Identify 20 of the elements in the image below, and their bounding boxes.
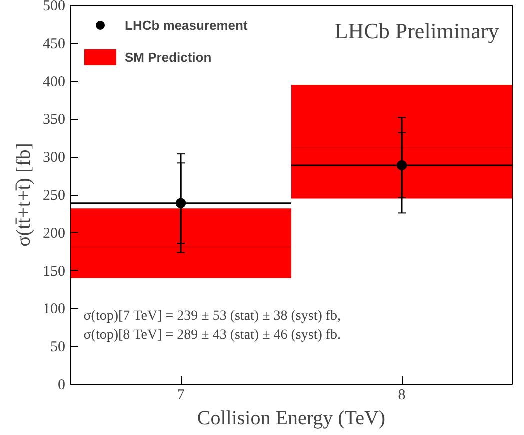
legend-label: LHCb measurement bbox=[125, 18, 248, 32]
y-tick-label: 100 bbox=[43, 302, 66, 318]
y-tick-label: 400 bbox=[43, 74, 66, 90]
annotation: LHCb Preliminary bbox=[334, 18, 500, 44]
annotation: σ(top)[7 TeV] = 239 ± 53 (stat) ± 38 (syst) fb, bbox=[84, 308, 342, 324]
x-tick-label: 7 bbox=[177, 388, 186, 404]
y-tick-label: 300 bbox=[43, 150, 66, 166]
y-tick-label: 350 bbox=[43, 112, 66, 128]
legend-label: SM Prediction bbox=[125, 50, 212, 64]
y-axis-title: σ(tt̄+t+t̄) [fb] bbox=[13, 143, 35, 247]
y-tick-label: 0 bbox=[58, 378, 66, 394]
y-tick-label: 250 bbox=[43, 188, 66, 204]
y-tick-label: 150 bbox=[43, 264, 66, 280]
y-tick-label: 450 bbox=[43, 36, 66, 52]
y-tick-label: 200 bbox=[43, 226, 66, 242]
y-tick-label: 50 bbox=[50, 340, 66, 356]
annotation: σ(top)[8 TeV] = 289 ± 43 (stat) ± 46 (syst) fb. bbox=[84, 328, 342, 343]
x-axis-title: Collision Energy (TeV) bbox=[197, 408, 386, 430]
x-tick-label: 8 bbox=[398, 388, 406, 404]
y-tick-label: 500 bbox=[43, 0, 66, 14]
